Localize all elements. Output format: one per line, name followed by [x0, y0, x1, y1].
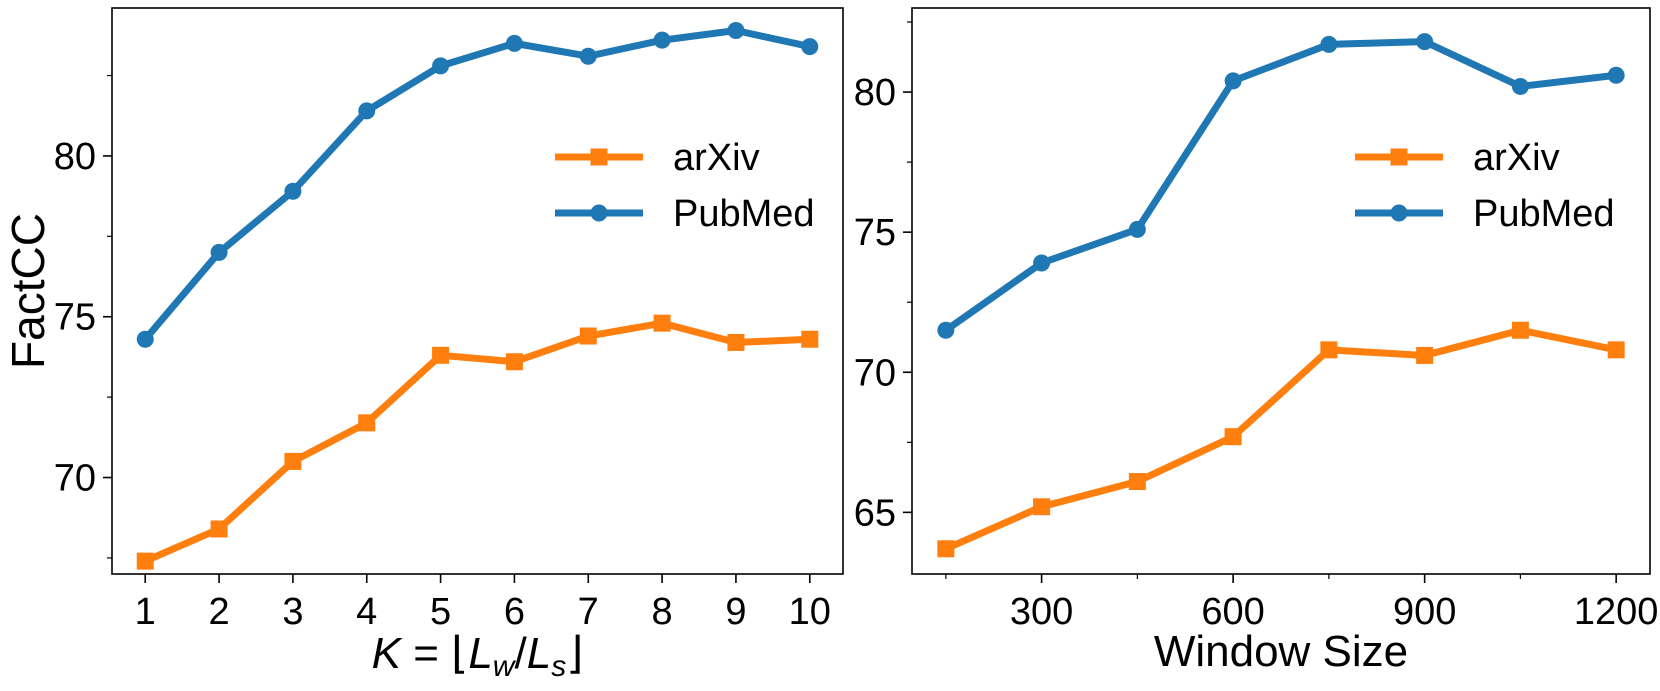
- data-point-arxiv: [1033, 498, 1051, 516]
- data-point-pubmed: [1320, 35, 1338, 53]
- y-tick-label: 70: [854, 352, 896, 394]
- data-point-pubmed: [1511, 77, 1529, 95]
- data-point-arxiv: [653, 314, 671, 332]
- data-point-arxiv: [432, 346, 450, 364]
- y-tick-label: 65: [854, 492, 896, 534]
- y-axis-label: FactCC: [2, 213, 54, 369]
- data-point-arxiv: [1320, 341, 1338, 359]
- x-tick-label: 600: [1201, 591, 1264, 633]
- series-line-pubmed: [942, 38, 1620, 334]
- legend-label-pubmed: PubMed: [673, 193, 815, 235]
- data-point-pubmed: [1128, 220, 1146, 238]
- legend-marker-arxiv: [590, 148, 608, 166]
- series-line-pubmed: [141, 27, 814, 343]
- data-point-pubmed: [358, 102, 376, 120]
- legend-marker-pubmed: [590, 204, 608, 222]
- legend-label-pubmed: PubMed: [1473, 193, 1615, 235]
- data-point-pubmed: [653, 31, 671, 49]
- data-point-pubmed: [1607, 66, 1625, 84]
- x-tick-label: 1: [135, 591, 156, 633]
- data-point-arxiv: [1224, 428, 1242, 446]
- chart-panel-right: 65 70 75 80 300 600 900 1200 arXiv PubMed Window S…: [854, 7, 1659, 676]
- data-point-arxiv: [358, 414, 376, 432]
- y-tick-label: 70: [54, 458, 96, 500]
- y-tick-label: 80: [54, 136, 96, 178]
- data-point-pubmed: [432, 57, 450, 75]
- legend-marker-arxiv: [1390, 148, 1408, 166]
- x-tick-label: 10: [789, 591, 831, 633]
- data-point-arxiv: [136, 552, 154, 570]
- x-tick-label: 8: [652, 591, 673, 633]
- data-point-pubmed: [284, 182, 302, 200]
- x-tick-label: 5: [430, 591, 451, 633]
- data-point-pubmed: [1224, 72, 1242, 90]
- legend-label-arxiv: arXiv: [673, 137, 760, 179]
- chart-panel-left: 70 75 80 1 2 3 4 5 6 7 8 9 10 arXiv PubMed K = ⌊Lw/Ls⌋ F…: [2, 7, 844, 683]
- x-tick-label: 2: [208, 591, 229, 633]
- data-point-arxiv: [284, 452, 302, 470]
- x-axis-label: Window Size: [1154, 627, 1408, 676]
- axes-frame: [111, 7, 844, 575]
- x-tick-label: 1200: [1574, 591, 1659, 633]
- data-point-pubmed: [1416, 33, 1434, 51]
- legend-label-arxiv: arXiv: [1473, 137, 1560, 179]
- y-tick-label: 80: [854, 72, 896, 114]
- data-point-arxiv: [801, 330, 819, 348]
- data-point-arxiv: [210, 520, 228, 538]
- data-point-pubmed: [727, 22, 745, 40]
- series-line-arxiv: [942, 326, 1620, 553]
- data-point-arxiv: [1128, 473, 1146, 491]
- x-tick-label: 3: [282, 591, 303, 633]
- y-tick-label: 75: [854, 212, 896, 254]
- x-tick-label: 900: [1393, 591, 1456, 633]
- x-tick-label: 300: [1010, 591, 1073, 633]
- data-point-pubmed: [1033, 254, 1051, 272]
- legend-marker-pubmed: [1390, 204, 1408, 222]
- x-tick-label: 9: [725, 591, 746, 633]
- data-point-pubmed: [136, 330, 154, 348]
- x-axis-label: K = ⌊Lw/Ls⌋: [372, 629, 584, 683]
- x-tick-label: 7: [578, 591, 599, 633]
- series-line-arxiv: [141, 319, 814, 565]
- data-point-arxiv: [1416, 346, 1434, 364]
- data-point-pubmed: [801, 38, 819, 56]
- y-tick-label: 75: [54, 297, 96, 339]
- data-point-arxiv: [1607, 341, 1625, 359]
- data-point-arxiv: [937, 540, 955, 558]
- axes-frame: [911, 7, 1651, 575]
- data-point-pubmed: [937, 321, 955, 339]
- x-tick-label: 4: [356, 591, 377, 633]
- data-point-pubmed: [579, 47, 597, 65]
- data-point-arxiv: [505, 353, 523, 371]
- data-point-arxiv: [579, 327, 597, 345]
- data-point-arxiv: [727, 333, 745, 351]
- x-tick-label: 6: [504, 591, 525, 633]
- data-point-pubmed: [505, 34, 523, 52]
- data-point-arxiv: [1511, 321, 1529, 339]
- data-point-pubmed: [210, 243, 228, 261]
